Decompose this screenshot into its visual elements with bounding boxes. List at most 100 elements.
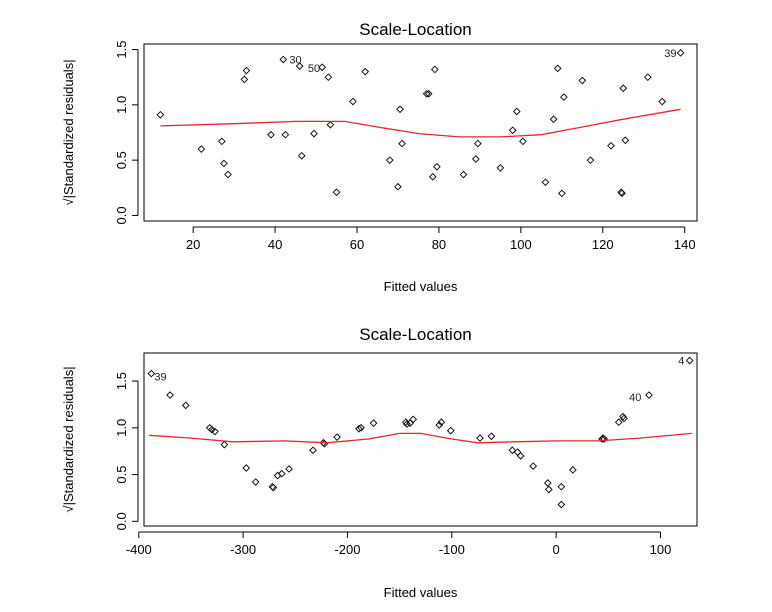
x-tick-label: 0: [553, 542, 560, 557]
data-point: [619, 412, 627, 421]
smoother-line: [160, 108, 681, 138]
y-tick-label: 0.5: [114, 466, 129, 484]
chart-title: Scale-Location: [359, 20, 471, 39]
data-point: [205, 423, 214, 432]
data-point: [614, 418, 623, 427]
data-point: [295, 62, 304, 70]
data-point: [586, 156, 595, 164]
data-point: [224, 170, 232, 179]
data-point: [197, 145, 206, 153]
data-point: [166, 391, 174, 399]
x-tick-label: 120: [592, 237, 614, 252]
data-point: [281, 130, 290, 139]
data-point: [557, 482, 566, 491]
data-point: [217, 137, 226, 146]
data-point: [621, 136, 630, 145]
data-point: [557, 500, 566, 509]
y-tick-label: 1.0: [114, 96, 129, 114]
data-point: [333, 433, 341, 441]
data-point: [519, 137, 527, 146]
data-point: [433, 162, 441, 171]
data-point: [474, 139, 482, 148]
data-point: [496, 164, 505, 172]
data-point: [279, 55, 288, 64]
data-point: [471, 155, 480, 163]
plot-frame: [143, 352, 698, 527]
y-tick-label: 0.0: [114, 512, 129, 530]
data-point: [578, 76, 587, 85]
x-tick-label: 40: [268, 237, 282, 252]
x-tick-label: -300: [230, 542, 256, 557]
data-point: [487, 432, 496, 441]
data-point: [541, 178, 550, 187]
data-point: [644, 73, 652, 82]
data-point: [543, 479, 552, 487]
data-point: [459, 170, 468, 179]
data-point: [516, 452, 525, 460]
y-tick-label: 0.0: [114, 206, 129, 224]
data-point: [242, 464, 251, 472]
point-annotation: 39: [154, 371, 166, 383]
data-point: [309, 446, 317, 455]
data-point: [402, 418, 410, 427]
y-axis-label: √|Standardized residuals|: [61, 366, 76, 512]
data-point: [435, 421, 444, 429]
data-point: [242, 66, 251, 75]
data-point: [398, 139, 406, 148]
y-tick-label: 0.5: [114, 151, 129, 169]
x-tick-label: 100: [650, 542, 672, 557]
data-point: [618, 189, 626, 198]
x-tick-label: 140: [674, 237, 696, 252]
data-point: [422, 89, 431, 98]
data-point: [326, 120, 335, 129]
data-point: [431, 65, 439, 74]
x-tick-label: 80: [432, 237, 446, 252]
data-point: [211, 427, 219, 436]
smoother-line: [149, 432, 692, 444]
data-point: [403, 420, 411, 428]
data-point: [349, 97, 357, 106]
data-point: [553, 64, 562, 73]
point-annotation: 50: [308, 63, 320, 75]
point-annotation: 39: [664, 48, 676, 60]
data-point: [207, 425, 216, 434]
chart-title: Scale-Location: [359, 325, 471, 344]
data-point: [320, 439, 329, 448]
data-point: [297, 151, 306, 160]
data-point: [424, 89, 433, 98]
data-point: [446, 426, 455, 435]
data-point: [285, 465, 293, 473]
data-point: [617, 188, 626, 197]
data-point: [676, 49, 685, 57]
data-point: [277, 469, 286, 478]
data-point: [240, 75, 249, 84]
data-point: [600, 435, 608, 443]
y-tick-label: 1.5: [114, 40, 129, 58]
x-tick-label: 60: [350, 237, 364, 252]
data-point: [437, 418, 446, 427]
data-point: [355, 424, 363, 433]
data-point: [147, 369, 156, 378]
y-tick-label: 1.5: [114, 372, 129, 390]
panel-2: -400 -300 -200 -100 0 100 0.0 0.5 1.0 1.5 Scale-Lo…: [61, 325, 698, 600]
panel-1: 20 40 60 80 100 120 140 0.0 0.5 1.0 1.5 Scale-Locat…: [61, 20, 698, 294]
data-point: [560, 93, 568, 101]
data-point: [268, 482, 277, 491]
data-point: [512, 107, 521, 116]
data-point: [508, 446, 517, 455]
data-point: [310, 129, 318, 138]
point-annotation: 30: [289, 54, 301, 66]
data-point: [332, 188, 341, 197]
data-point: [619, 84, 628, 93]
data-point: [645, 391, 653, 399]
data-point: [428, 172, 437, 181]
x-tick-label: -100: [439, 542, 465, 557]
data-point: [620, 414, 628, 423]
data-point: [220, 440, 229, 449]
data-point: [396, 105, 404, 114]
data-point: [269, 483, 278, 492]
data-point: [658, 97, 667, 106]
data-point: [318, 63, 327, 72]
data-point: [394, 182, 402, 191]
